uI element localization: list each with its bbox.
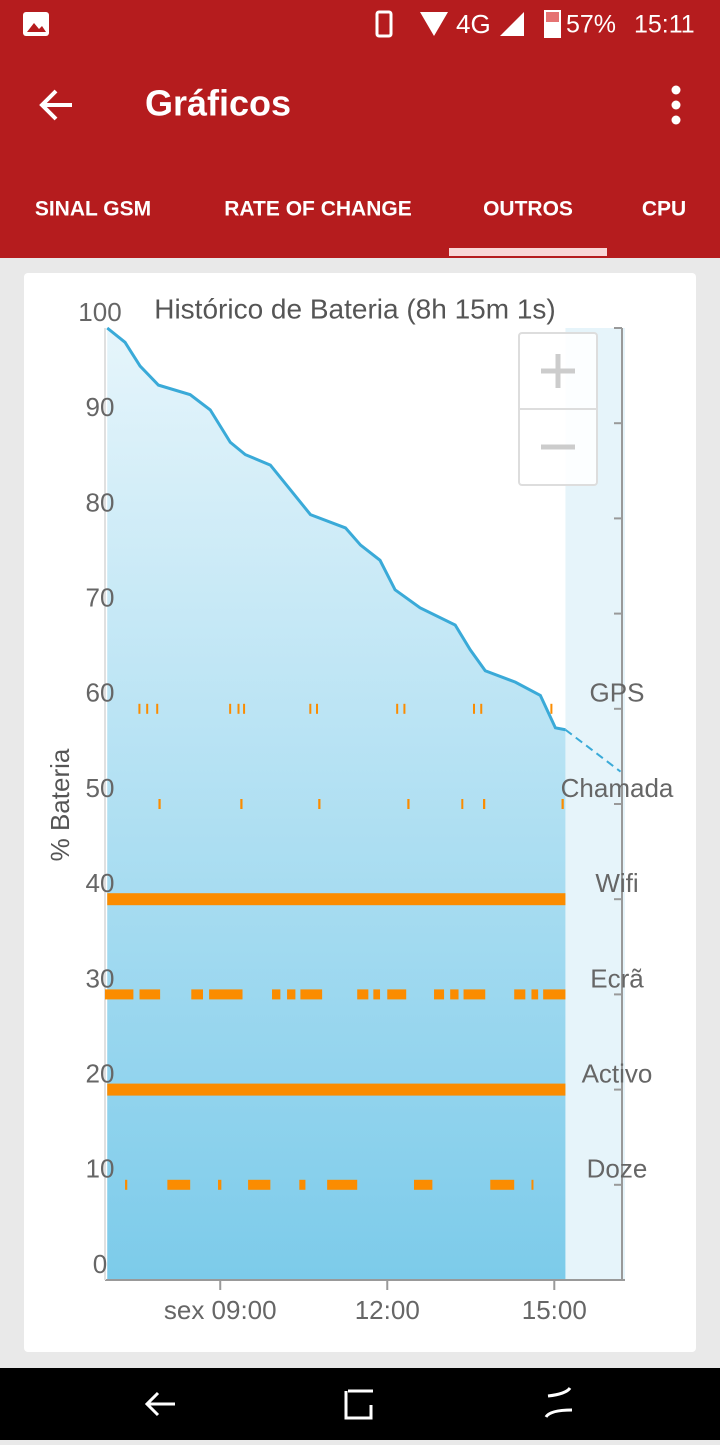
chart-title: Histórico de Bateria (8h 15m 1s) [154, 293, 556, 324]
activity-bar [299, 1179, 306, 1190]
activity-bar [248, 1179, 271, 1190]
back-button[interactable] [39, 89, 72, 121]
activity-bar [156, 703, 159, 714]
y-tick-label: 10 [86, 1154, 115, 1184]
tab-indicator [449, 248, 607, 256]
vibrate-icon [375, 10, 393, 38]
activity-bar [105, 989, 134, 1000]
battery-percent: 57% [566, 11, 616, 39]
nav-back[interactable] [144, 1391, 175, 1417]
signal-icon [500, 12, 524, 36]
wifi-icon [420, 12, 448, 36]
y-tick-label: 30 [86, 963, 115, 993]
nav-home[interactable] [344, 1389, 373, 1420]
battery-area [107, 328, 566, 1280]
row-label: Activo [582, 1058, 653, 1088]
nav-recents[interactable] [544, 1387, 573, 1418]
activity-bar [125, 1179, 128, 1190]
activity-bar [357, 989, 369, 1000]
activity-bar [209, 989, 243, 1000]
y-tick-label: 50 [86, 773, 115, 803]
zoom-in[interactable] [541, 354, 575, 388]
y-tick-label: 90 [86, 392, 115, 422]
activity-bar [413, 1179, 433, 1190]
activity-bar [403, 703, 406, 714]
app-header [0, 0, 720, 258]
activity-bar [490, 1179, 515, 1190]
activity-bar [229, 703, 232, 714]
y-axis-label: % Bateria [45, 748, 75, 861]
activity-bar [167, 1179, 191, 1190]
row-label: Ecrã [590, 963, 644, 993]
activity-bar [327, 1179, 358, 1190]
activity-bar [543, 989, 566, 1000]
tab-bar: SINAL GSM RATE OF CHANGE OUTROS CPU [35, 198, 686, 256]
activity-bar [107, 1083, 566, 1096]
activity-bar [473, 703, 476, 714]
y-tick-label: 80 [86, 487, 115, 517]
activity-bar [316, 703, 319, 714]
y-tick-label: 70 [86, 582, 115, 612]
battery-icon-top [546, 12, 559, 22]
activity-bar [463, 989, 486, 1000]
forecast-line [564, 728, 622, 773]
activity-bar [480, 703, 483, 714]
activity-bar [139, 989, 161, 1000]
activity-bar [561, 799, 564, 809]
activity-bar [550, 703, 553, 714]
network-type: 4G [456, 9, 491, 39]
x-tick-label: 12:00 [355, 1295, 420, 1325]
battery-line [106, 326, 566, 732]
activity-bar [396, 703, 399, 714]
y-tick-label: 20 [86, 1058, 115, 1088]
activity-bar [243, 703, 246, 714]
row-label: GPS [590, 678, 645, 708]
tab[interactable]: RATE OF CHANGE [224, 198, 411, 221]
gallery-icon [23, 12, 49, 36]
activity-bar [107, 893, 566, 906]
activity-bar [407, 799, 410, 809]
clock: 15:11 [634, 11, 695, 39]
chart: 0 10 20 30 40 50 60 70 80 90 100 sex 09:00 12:00 15:0… [45, 293, 674, 1324]
row-label: Chamada [561, 773, 674, 803]
activity-bar [158, 799, 161, 809]
app-title: Gráficos [145, 83, 291, 124]
tab[interactable]: CPU [642, 198, 686, 221]
activity-bar [531, 1179, 534, 1190]
activity-bar [300, 989, 323, 1000]
tab[interactable]: SINAL GSM [35, 198, 151, 221]
y-tick-label: 0 [93, 1249, 107, 1279]
activity-bar [191, 989, 203, 1000]
row-label: Wifi [595, 868, 638, 898]
activity-bar [138, 703, 141, 714]
activity-bar [461, 799, 464, 809]
activity-bar [373, 989, 381, 1000]
nav-bar [0, 1368, 720, 1440]
activity-bar [218, 1179, 222, 1190]
y-tick-label: 40 [86, 868, 115, 898]
y-tick-label: 60 [86, 678, 115, 708]
activity-bar [240, 799, 243, 809]
x-tick-label: 15:00 [522, 1295, 587, 1325]
activity-bar [450, 989, 459, 1000]
activity-bar [309, 703, 312, 714]
overflow-menu[interactable] [671, 85, 681, 125]
activity-bar [146, 703, 149, 714]
y-tick-label: 100 [78, 297, 121, 327]
activity-bar [272, 989, 281, 1000]
activity-bar [531, 989, 539, 1000]
activity-bar [514, 989, 526, 1000]
activity-bar [387, 989, 407, 1000]
x-tick-label: sex 09:00 [164, 1295, 277, 1325]
gallery-icon-inner [27, 23, 46, 32]
tab[interactable]: OUTROS [483, 198, 573, 221]
activity-bar [434, 989, 445, 1000]
activity-bar [483, 799, 486, 809]
activity-bar [287, 989, 296, 1000]
activity-bar [237, 703, 240, 714]
row-label: Doze [587, 1154, 648, 1184]
activity-bar [318, 799, 321, 809]
